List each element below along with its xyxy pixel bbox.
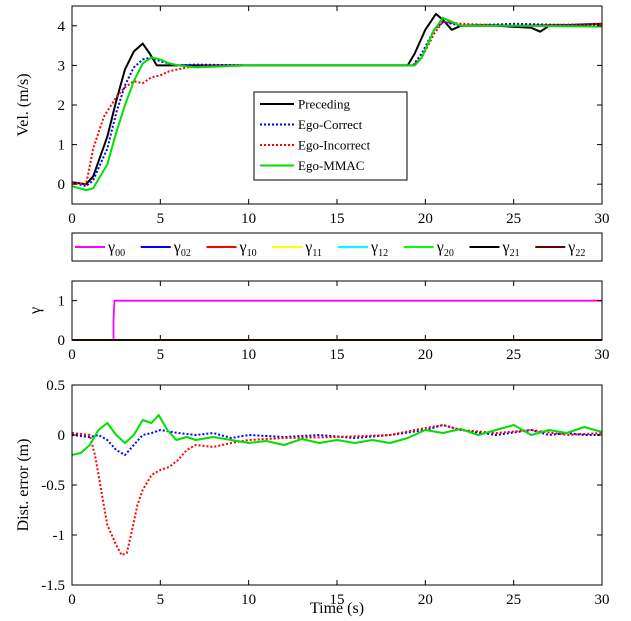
legend-entry: γ20 bbox=[436, 239, 454, 259]
y-tick-label: 0 bbox=[58, 177, 66, 193]
x-tick-label: 5 bbox=[157, 347, 165, 363]
series-group bbox=[71, 414, 603, 556]
y-tick-label: 4 bbox=[58, 19, 66, 35]
x-tick-label: 0 bbox=[68, 211, 76, 227]
x-tick-label: 30 bbox=[595, 211, 610, 227]
legend-entry: γ12 bbox=[370, 239, 388, 259]
legend-entry: Preceding bbox=[298, 97, 350, 112]
series-line-1 bbox=[72, 299, 602, 341]
legend-gamma: γ00 γ02 γ10 γ11 γ12 γ20 γ21 γ22 bbox=[71, 232, 603, 262]
series-group bbox=[71, 12, 603, 192]
x-tick-label: 10 bbox=[241, 592, 256, 608]
axes-frame bbox=[71, 280, 603, 341]
x-tick-label: 10 bbox=[241, 347, 256, 363]
y-tick-label: 0.5 bbox=[46, 378, 65, 394]
chart-1: 0 5 10 15 20 25 30 0 1 2 3 4 Vel. (m/s) Preceding Ego-… bbox=[15, 5, 610, 227]
y-tick-label: 1 bbox=[58, 138, 66, 154]
legend-entry: γ02 bbox=[173, 239, 191, 259]
legend-entry: Ego-Correct bbox=[298, 117, 363, 132]
series-line-3 bbox=[71, 20, 603, 186]
x-tick-label: 15 bbox=[330, 592, 345, 608]
x-tick-label: 25 bbox=[506, 592, 521, 608]
y-tick-label: 2 bbox=[58, 98, 66, 114]
x-tick-label: 10 bbox=[241, 211, 256, 227]
series-line-3 bbox=[71, 414, 603, 456]
x-tick-label: 25 bbox=[506, 211, 521, 227]
y-tick-label: 3 bbox=[58, 58, 66, 74]
legend-entry: γ22 bbox=[567, 239, 585, 259]
x-tick-label: 0 bbox=[68, 347, 76, 363]
y-tick-label: 0 bbox=[58, 333, 66, 349]
legend-entry: Ego-Incorrect bbox=[298, 138, 371, 153]
x-tick-label: 0 bbox=[68, 592, 76, 608]
series-line-4 bbox=[71, 16, 603, 192]
legend: Preceding Ego-Correct Ego-Incorrect Ego-MMA… bbox=[253, 91, 408, 181]
legend-entry: γ00 bbox=[107, 239, 125, 259]
x-tick-label: 30 bbox=[595, 347, 610, 363]
series-group bbox=[72, 299, 602, 341]
legend-entry: γ21 bbox=[502, 239, 520, 259]
x-tick-label: 20 bbox=[418, 211, 433, 227]
series-line-2 bbox=[71, 20, 603, 188]
y-tick-label: -1.5 bbox=[41, 578, 65, 594]
chart-2: 0 5 10 15 20 25 30 0 1 γ γ00 γ02 γ10 γ11 γ12 γ20 γ21 γ22 bbox=[27, 232, 610, 363]
y-axis-label: Vel. (m/s) bbox=[15, 73, 32, 136]
y-tick-label: 0 bbox=[58, 428, 66, 444]
chart-3: 0 5 10 15 20 25 30 -1.5 -1 -0.5 0 0.5 Dist. error (m… bbox=[15, 378, 610, 617]
legend-entry: Ego-MMAC bbox=[298, 158, 364, 173]
axes-frame bbox=[71, 384, 603, 586]
y-axis-label: γ bbox=[27, 307, 44, 315]
x-tick-label: 20 bbox=[418, 592, 433, 608]
y-axis-label: Dist. error (m) bbox=[15, 439, 32, 532]
x-axis-label: Time (s) bbox=[310, 600, 364, 617]
series-line-2 bbox=[71, 424, 603, 556]
legend-entry: γ11 bbox=[304, 239, 322, 259]
x-tick-label: 20 bbox=[418, 347, 433, 363]
x-tick-label: 25 bbox=[506, 347, 521, 363]
x-tick-label: 15 bbox=[330, 347, 345, 363]
x-tick-label: 5 bbox=[157, 592, 165, 608]
x-tick-label: 30 bbox=[595, 592, 610, 608]
y-tick-label: 1 bbox=[58, 294, 66, 310]
x-tick-label: 15 bbox=[330, 211, 345, 227]
x-tick-label: 5 bbox=[157, 211, 165, 227]
y-tick-label: -1 bbox=[53, 528, 66, 544]
y-tick-label: -0.5 bbox=[41, 478, 65, 494]
legend-entry: γ10 bbox=[239, 239, 257, 259]
